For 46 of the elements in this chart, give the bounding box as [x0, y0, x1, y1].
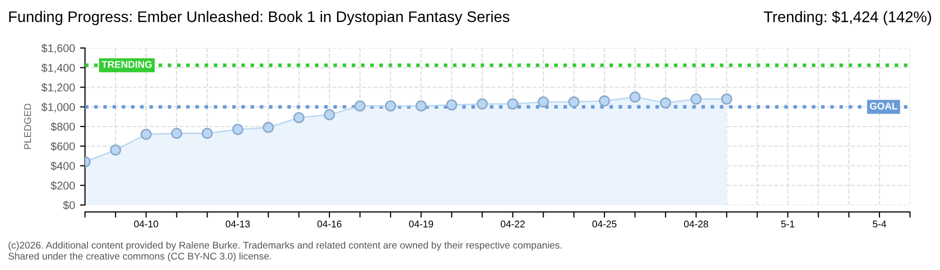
point: [202, 128, 213, 139]
point: [660, 97, 672, 109]
y-tick-label: $1,400: [41, 63, 75, 74]
point: [324, 109, 335, 120]
y-axis-title: PLEDGED: [24, 104, 32, 149]
y-tick-label: $0: [63, 200, 75, 210]
y-tick-label: $400: [50, 162, 75, 171]
point: [629, 92, 641, 103]
point: [721, 93, 732, 105]
point: [140, 128, 152, 140]
x-tick-label: 04-16: [317, 220, 342, 228]
point: [690, 93, 702, 105]
point: [354, 100, 366, 112]
y-tick-label: $600: [50, 142, 75, 151]
y-tick-label: $1,600: [41, 44, 75, 54]
chart-title: Funding Progress: Ember Unleashed: Book 1 in Dystopian Fantasy Series: [9, 10, 510, 26]
y-tick-label: $1,200: [41, 83, 75, 93]
x-tick-label: 04-10: [134, 220, 158, 228]
x-tick-label: 04-13: [226, 220, 250, 228]
x-tick-label: 5-4: [872, 220, 886, 228]
y-tick-label: $1,000: [41, 102, 75, 112]
point: [171, 128, 182, 139]
point: [262, 122, 274, 134]
x-tick-label: 04-28: [684, 220, 708, 228]
ref-line-label: TRENDING: [102, 60, 152, 68]
x-tick-label: 04-19: [409, 220, 434, 228]
point: [476, 98, 488, 110]
text: (c)2026. Additional content provided by Ralene Burke. Trademarks and related content are owned by their respective companies.: [8, 241, 562, 251]
y-tick-label: $800: [50, 122, 75, 132]
ref-line-label: GOAL: [870, 102, 898, 110]
text: Shared under the creative commons (CC BY-NC 3.0) license.: [8, 252, 271, 262]
chart-subtitle: Trending: $1,424 (142%): [764, 10, 932, 26]
point: [568, 96, 580, 108]
y-tick-label: $200: [50, 181, 75, 190]
point: [507, 98, 518, 110]
point: [446, 99, 458, 110]
x-tick-label: 5-1: [781, 220, 794, 228]
x-tick-label: 04-25: [592, 220, 616, 228]
point: [110, 144, 122, 156]
point: [232, 124, 244, 135]
point: [598, 95, 610, 107]
point: [416, 100, 427, 112]
point: [293, 112, 304, 124]
point: [538, 96, 549, 108]
x-tick-label: 04-22: [500, 220, 525, 228]
point: [385, 100, 396, 112]
